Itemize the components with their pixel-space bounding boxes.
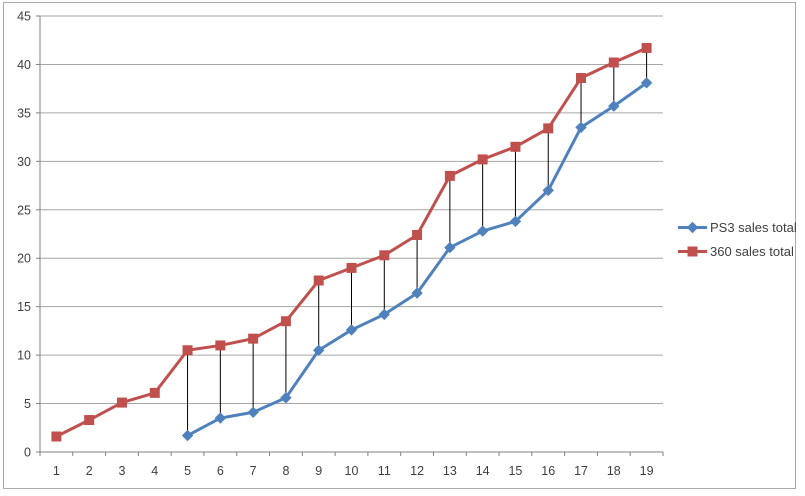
marker-360-sales-total-6 xyxy=(215,340,226,351)
marker-360-sales-total-7 xyxy=(248,333,259,344)
y-tick-label-20: 20 xyxy=(17,252,31,266)
marker-360-sales-total-13 xyxy=(444,170,455,181)
marker-ps3-sales-total-12 xyxy=(411,287,423,299)
legend-marker-ps3-sales-total xyxy=(686,221,699,234)
x-tick-label-2: 2 xyxy=(86,464,93,478)
marker-360-sales-total-12 xyxy=(412,229,423,240)
x-tick-label-19: 19 xyxy=(640,464,654,478)
marker-360-sales-total-4 xyxy=(149,387,160,398)
x-tick-label-11: 11 xyxy=(378,464,391,478)
x-tick-label-6: 6 xyxy=(217,464,224,478)
x-tick-label-10: 10 xyxy=(345,464,359,478)
marker-360-sales-total-14 xyxy=(477,154,488,165)
x-tick-label-7: 7 xyxy=(250,464,257,478)
legend-item-360: 360 sales total xyxy=(678,244,797,259)
marker-360-sales-total-10 xyxy=(346,262,357,273)
marker-360-sales-total-11 xyxy=(379,250,390,261)
x-tick-label-13: 13 xyxy=(443,464,457,478)
marker-ps3-sales-total-7 xyxy=(247,406,259,418)
marker-ps3-sales-total-18 xyxy=(608,100,620,112)
x-tick-label-3: 3 xyxy=(118,464,125,478)
marker-ps3-sales-total-13 xyxy=(444,241,456,254)
legend-marker-360-sales-total xyxy=(687,246,698,257)
x360-legend-marker-icon xyxy=(678,246,707,257)
y-tick-label-5: 5 xyxy=(24,397,31,411)
marker-ps3-sales-total-14 xyxy=(476,225,489,237)
y-tick-label-40: 40 xyxy=(17,58,31,72)
y-tick-label-30: 30 xyxy=(17,155,31,169)
marker-360-sales-total-9 xyxy=(313,275,324,286)
series-line-360-sales-total xyxy=(54,46,649,438)
legend-label-360: 360 sales total xyxy=(710,244,794,259)
x-tick-label-5: 5 xyxy=(184,464,191,478)
legend-item-ps3: PS3 sales total xyxy=(678,220,797,235)
marker-360-sales-total-5 xyxy=(182,345,193,356)
legend: PS3 sales total 360 sales total xyxy=(678,220,797,259)
x-tick-label-17: 17 xyxy=(574,464,588,478)
marker-ps3-sales-total-19 xyxy=(640,77,653,89)
marker-ps3-sales-total-16 xyxy=(542,184,554,197)
marker-360-sales-total-1 xyxy=(51,431,62,442)
x-tick-label-8: 8 xyxy=(282,464,289,478)
marker-360-sales-total-2 xyxy=(84,415,95,426)
x-tick-label-1: 1 xyxy=(53,464,60,478)
y-tick-label-10: 10 xyxy=(17,349,31,363)
legend-label-ps3: PS3 sales total xyxy=(710,220,797,235)
marker-ps3-sales-total-5 xyxy=(181,429,194,442)
marker-ps3-sales-total-17 xyxy=(575,121,587,134)
y-tick-label-25: 25 xyxy=(17,203,31,217)
marker-ps3-sales-total-11 xyxy=(378,308,390,321)
marker-360-sales-total-17 xyxy=(576,73,587,84)
marker-360-sales-total-3 xyxy=(116,397,127,408)
marker-ps3-sales-total-6 xyxy=(214,412,227,424)
x-tick-label-18: 18 xyxy=(607,464,621,478)
marker-ps3-sales-total-8 xyxy=(280,392,292,404)
marker-360-sales-total-18 xyxy=(608,57,619,68)
y-tick-label-45: 45 xyxy=(17,10,31,24)
y-tick-label-0: 0 xyxy=(24,446,31,460)
x-tick-label-15: 15 xyxy=(508,464,522,478)
marker-360-sales-total-19 xyxy=(641,42,652,53)
marker-ps3-sales-total-9 xyxy=(313,344,325,356)
x-tick-label-4: 4 xyxy=(151,464,158,478)
x-tick-label-14: 14 xyxy=(476,464,490,478)
marker-ps3-sales-total-15 xyxy=(509,215,522,228)
ps3-legend-marker-icon xyxy=(678,221,707,234)
marker-360-sales-total-15 xyxy=(510,141,521,152)
x-tick-label-9: 9 xyxy=(315,464,322,478)
x-tick-label-12: 12 xyxy=(410,464,424,478)
marker-ps3-sales-total-10 xyxy=(345,324,358,336)
marker-360-sales-total-16 xyxy=(543,123,554,134)
y-tick-label-35: 35 xyxy=(17,106,31,120)
y-tick-label-15: 15 xyxy=(17,300,31,314)
marker-360-sales-total-8 xyxy=(280,316,291,327)
x-tick-label-16: 16 xyxy=(541,464,555,478)
